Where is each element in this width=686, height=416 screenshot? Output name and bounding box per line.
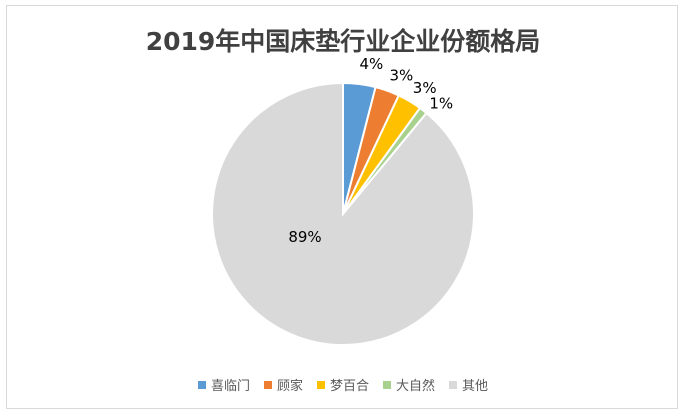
- legend-label: 梦百合: [329, 379, 369, 394]
- legend-label: 大自然: [396, 379, 436, 394]
- data-label: 89%: [288, 228, 321, 246]
- data-label: 1%: [429, 94, 453, 112]
- legend-label: 顾家: [276, 379, 303, 394]
- data-label: 3%: [389, 67, 413, 85]
- legend-swatch: [197, 380, 206, 389]
- legend-item: 喜临门: [197, 375, 250, 394]
- data-label: 3%: [413, 79, 437, 97]
- legend-label: 喜临门: [210, 379, 250, 394]
- legend-item: 梦百合: [316, 375, 369, 394]
- legend-label: 其他: [462, 379, 489, 394]
- legend: 喜临门 顾家 梦百合 大自然 其他: [0, 375, 686, 394]
- legend-swatch: [263, 380, 272, 389]
- legend-item: 大自然: [383, 375, 435, 394]
- pie-slice: [211, 81, 475, 346]
- legend-swatch: [449, 380, 458, 389]
- data-label: 4%: [360, 55, 384, 73]
- legend-item: 其他: [449, 375, 488, 394]
- chart-title: 2019年中国床垫行业企业份额格局: [145, 27, 541, 56]
- legend-item: 顾家: [263, 375, 303, 394]
- legend-swatch: [316, 380, 325, 389]
- legend-swatch: [383, 380, 391, 389]
